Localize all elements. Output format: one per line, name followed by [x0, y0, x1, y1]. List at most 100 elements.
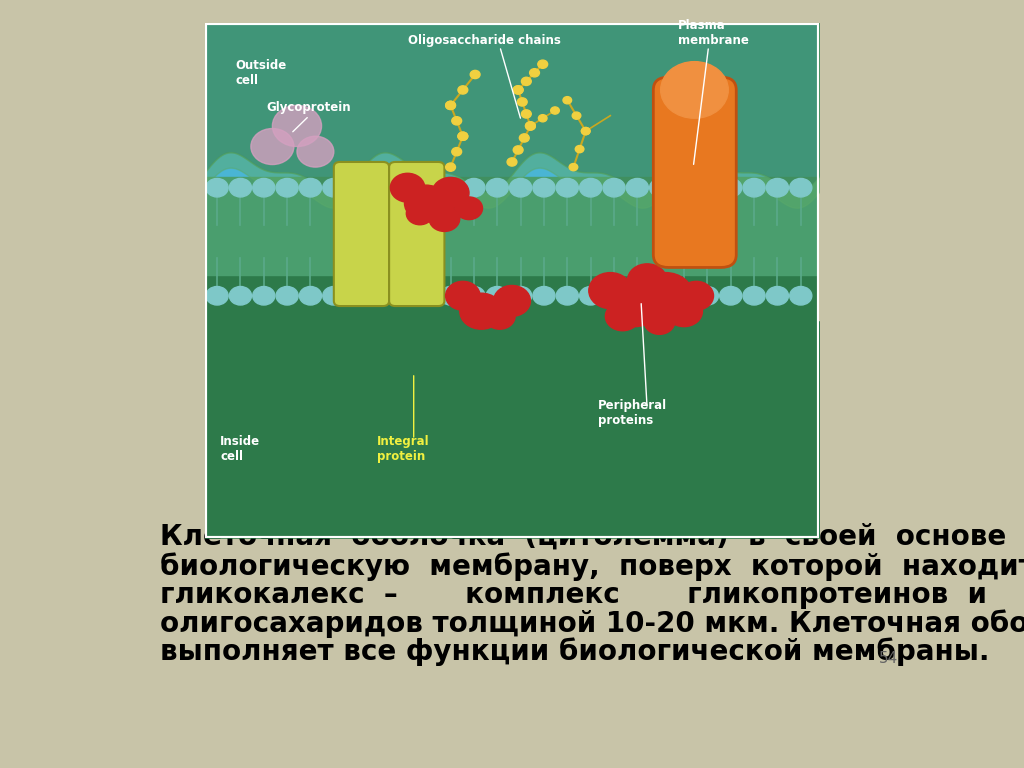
Circle shape [276, 286, 298, 305]
Bar [205, 203, 819, 538]
Circle shape [463, 286, 485, 305]
Circle shape [404, 185, 447, 221]
Circle shape [458, 132, 468, 141]
Text: Plasma
membrane: Plasma membrane [678, 18, 749, 47]
Circle shape [790, 178, 812, 197]
Circle shape [484, 303, 515, 329]
Circle shape [720, 178, 741, 197]
Circle shape [439, 286, 462, 305]
FancyBboxPatch shape [334, 162, 389, 306]
Circle shape [766, 178, 788, 197]
Circle shape [790, 286, 812, 305]
Circle shape [486, 286, 508, 305]
Circle shape [470, 71, 480, 78]
Text: биологическую  мембрану,  поверх  которой  находится: биологическую мембрану, поверх которой н… [160, 552, 1024, 581]
Circle shape [513, 86, 523, 94]
Circle shape [649, 178, 672, 197]
Circle shape [432, 177, 469, 208]
Text: Клеточная  оболочка  (цитолемма)  в  своей  основе  имеет: Клеточная оболочка (цитолемма) в своей о… [160, 524, 1024, 552]
Circle shape [445, 163, 456, 171]
Circle shape [582, 127, 590, 134]
Circle shape [229, 286, 252, 305]
Circle shape [696, 178, 719, 197]
Circle shape [494, 286, 530, 316]
Circle shape [610, 286, 659, 326]
Circle shape [323, 286, 345, 305]
Circle shape [272, 105, 322, 147]
Circle shape [299, 286, 322, 305]
Circle shape [510, 286, 531, 305]
Circle shape [521, 110, 531, 118]
Circle shape [575, 145, 584, 153]
Circle shape [532, 286, 555, 305]
Text: гликокалекс  –       комплекс       гликопротеинов  и: гликокалекс – комплекс гликопротеинов и [160, 581, 987, 608]
Circle shape [445, 101, 456, 110]
Circle shape [556, 178, 579, 197]
Circle shape [660, 61, 728, 118]
Circle shape [445, 281, 480, 310]
Circle shape [572, 112, 581, 119]
Circle shape [529, 68, 540, 77]
Text: Integral
protein: Integral protein [377, 435, 429, 463]
Circle shape [679, 281, 714, 310]
Text: олигосахаридов толщиной 10-20 мкм. Клеточная оболочка: олигосахаридов толщиной 10-20 мкм. Клето… [160, 609, 1024, 637]
Circle shape [569, 164, 578, 170]
Circle shape [525, 122, 536, 130]
Circle shape [416, 286, 438, 305]
Circle shape [439, 178, 462, 197]
Circle shape [251, 128, 294, 164]
Circle shape [370, 178, 391, 197]
Circle shape [666, 296, 702, 326]
Text: Outside
cell: Outside cell [236, 59, 287, 87]
Circle shape [253, 178, 274, 197]
Circle shape [627, 178, 648, 197]
Text: 54: 54 [879, 650, 898, 666]
Circle shape [638, 273, 693, 319]
Circle shape [458, 132, 468, 141]
Text: Glycoprotein: Glycoprotein [266, 101, 351, 114]
Circle shape [206, 178, 228, 197]
Circle shape [525, 122, 536, 130]
Circle shape [393, 178, 415, 197]
Circle shape [458, 86, 468, 94]
Circle shape [416, 178, 438, 197]
Circle shape [393, 286, 415, 305]
Circle shape [603, 286, 625, 305]
Circle shape [445, 101, 456, 110]
Bar [205, 23, 819, 255]
Circle shape [456, 197, 482, 220]
Circle shape [743, 178, 765, 197]
Circle shape [299, 178, 322, 197]
Circle shape [582, 127, 590, 134]
Circle shape [603, 178, 625, 197]
Circle shape [556, 286, 579, 305]
Circle shape [627, 286, 648, 305]
Circle shape [605, 302, 640, 331]
Circle shape [323, 178, 345, 197]
Circle shape [644, 309, 675, 334]
Circle shape [429, 206, 460, 231]
Circle shape [673, 178, 695, 197]
Circle shape [526, 122, 535, 130]
Circle shape [276, 178, 298, 197]
Text: выполняет все функции биологической мембраны.: выполняет все функции биологической мемб… [160, 637, 989, 666]
Circle shape [390, 174, 425, 202]
Circle shape [486, 178, 508, 197]
Circle shape [510, 178, 531, 197]
Circle shape [452, 147, 462, 156]
Circle shape [720, 286, 741, 305]
Circle shape [539, 114, 547, 122]
Circle shape [507, 158, 517, 166]
Circle shape [517, 98, 527, 106]
Circle shape [673, 286, 695, 305]
Circle shape [463, 178, 485, 197]
Circle shape [696, 286, 719, 305]
Bar [205, 177, 819, 275]
Circle shape [649, 286, 672, 305]
Circle shape [297, 136, 334, 167]
Circle shape [407, 202, 433, 225]
Circle shape [452, 117, 462, 125]
Circle shape [766, 286, 788, 305]
Circle shape [628, 264, 667, 296]
Circle shape [513, 86, 523, 94]
